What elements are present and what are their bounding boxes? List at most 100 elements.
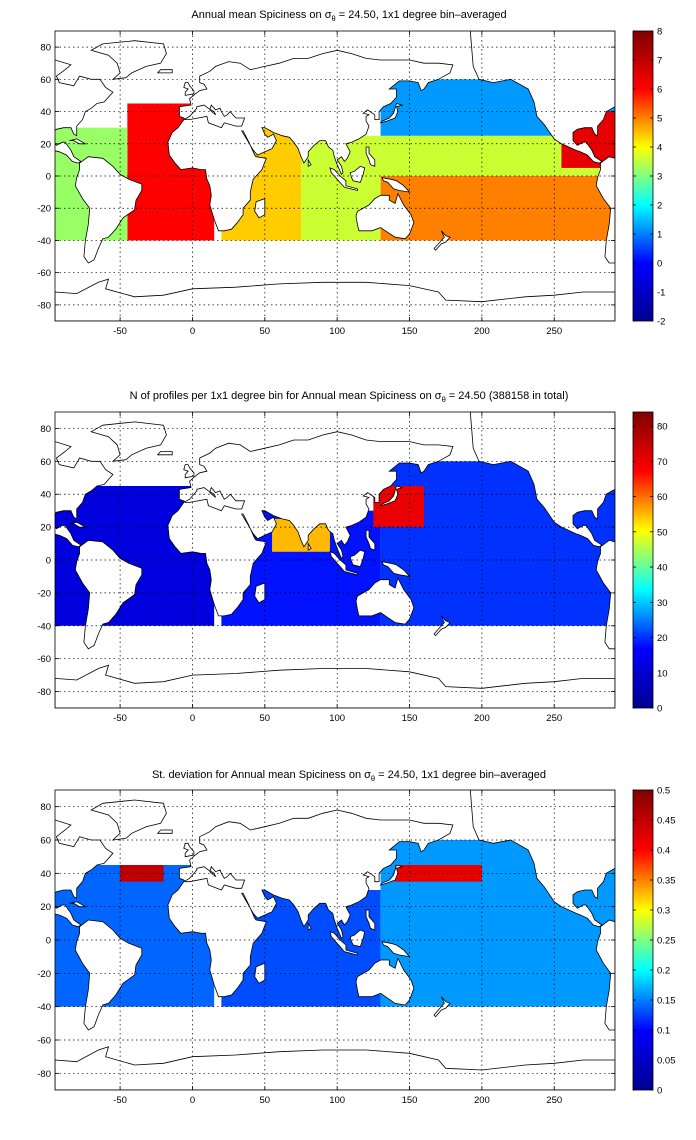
- landmass-antarctica: [55, 664, 615, 708]
- land-layer: [55, 412, 615, 708]
- x-tick-label: 0: [190, 326, 195, 337]
- y-tick-label: 60: [40, 836, 51, 847]
- colorbar-tick-label: 3: [657, 172, 662, 183]
- x-tick-label: 200: [474, 713, 490, 724]
- colorbar-gradient: [632, 411, 654, 709]
- landmass-sri-lanka: [307, 542, 312, 551]
- colorbar-tick-label: 0.3: [657, 906, 670, 917]
- landmass-south-america: [74, 919, 143, 1031]
- grid: [55, 412, 615, 708]
- colorbar: -2 -1 0 1 2 3 4 5 6 7 8: [632, 27, 665, 328]
- landmass-borneo: [349, 549, 366, 568]
- landmass-iceland: [156, 451, 173, 456]
- colorbar-tick-label: 0.45: [657, 816, 676, 827]
- landmass-sri-lanka: [307, 921, 312, 931]
- y-tick-label: 40: [40, 490, 51, 501]
- x-tick-label: -50: [113, 326, 127, 337]
- colorbar-tick-label: 0.15: [657, 996, 676, 1007]
- y-tick-label: -40: [37, 621, 51, 632]
- y-tick-label: 20: [40, 523, 51, 534]
- landmass-australia: [355, 577, 415, 625]
- colorbar-tick-label: 6: [657, 85, 662, 96]
- landmass-madagascar: [254, 198, 266, 219]
- landmass-borneo: [349, 929, 366, 948]
- y-tick-label: -20: [37, 969, 51, 980]
- landmass-australia: [355, 192, 415, 240]
- x-tick-label: 150: [402, 1095, 418, 1106]
- y-tick-label: 0: [46, 172, 51, 183]
- landmass-philippines: [365, 530, 376, 551]
- colorbar-tick-label: 0: [657, 1086, 662, 1097]
- colorbar-tick-label: 0.35: [657, 876, 676, 887]
- landmass-sumatra-java: [329, 551, 358, 576]
- landmass-madagascar: [254, 962, 266, 984]
- x-tick-label: 250: [546, 326, 562, 337]
- colorbar: 0 10 20 30 40 50 60 70 80: [632, 411, 668, 715]
- colorbar-tick-label: 0.4: [657, 846, 670, 857]
- landmass-north-america: [55, 819, 114, 928]
- colorbar-tick-label: -1: [657, 288, 665, 299]
- landmass-madagascar: [254, 582, 266, 604]
- landmass-africa-eurasia: [167, 49, 454, 232]
- x-tick-label: 0: [190, 1095, 195, 1106]
- landmass-north-america: [55, 441, 114, 548]
- landmass-iceland: [156, 69, 173, 74]
- x-tick-label: 250: [546, 1095, 562, 1106]
- x-tick-label: 50: [260, 326, 271, 337]
- x-tick-label: 200: [474, 326, 490, 337]
- y-tick-label: 80: [40, 424, 51, 435]
- y-tick-label: -60: [37, 268, 51, 279]
- colorbar-tick-label: 0: [657, 704, 662, 715]
- panel-title: St. deviation for Annual mean Spiciness …: [152, 769, 546, 783]
- x-tick-label: 50: [260, 713, 271, 724]
- x-tick-label: 50: [260, 1095, 271, 1106]
- landmass-philippines: [365, 146, 376, 167]
- y-tick-label: -80: [37, 1069, 51, 1080]
- y-tick-label: -20: [37, 588, 51, 599]
- y-tick-label: -80: [37, 687, 51, 698]
- y-tick-label: 40: [40, 869, 51, 880]
- colorbar-tick-label: 30: [657, 598, 668, 609]
- x-tick-label: -50: [113, 1095, 127, 1106]
- colorbar-tick-label: 0.5: [657, 786, 670, 797]
- landmass-japan: [379, 485, 404, 507]
- landmass-north-america-wrap: [469, 31, 615, 164]
- landmass-borneo: [349, 165, 366, 183]
- landmass-north-america-wrap: [469, 412, 615, 548]
- colorbar-tick-label: 60: [657, 492, 668, 503]
- y-tick-label: -60: [37, 1036, 51, 1047]
- y-tick-label: 0: [46, 936, 51, 947]
- panel-spiciness-mean: Annual mean Spiciness on σθ = 24.50, 1x1…: [37, 9, 665, 337]
- landmass-japan: [379, 864, 404, 886]
- panel-profile-count: N of profiles per 1x1 degree bin for Ann…: [37, 390, 668, 724]
- x-tick-label: 0: [190, 713, 195, 724]
- colorbar-tick-label: 40: [657, 563, 668, 574]
- landmass-south-america-wrap: [595, 156, 615, 264]
- x-tick-label: 200: [474, 1095, 490, 1106]
- land-layer: [55, 790, 615, 1090]
- landmass-africa-eurasia: [167, 431, 454, 617]
- landmass-antarctica: [55, 278, 615, 321]
- landmass-sumatra-java: [329, 167, 358, 192]
- landmass-south-america: [74, 156, 143, 264]
- landmass-new-guinea: [381, 561, 411, 577]
- landmass-greenland: [90, 421, 167, 462]
- y-tick-label: 40: [40, 107, 51, 118]
- colorbar-tick-label: 0: [657, 259, 662, 270]
- landmass-north-america-wrap: [469, 790, 615, 928]
- colorbar-tick-label: 0.1: [657, 1026, 670, 1037]
- land-layer: [55, 31, 615, 321]
- y-tick-label: 20: [40, 139, 51, 150]
- x-tick-label: 100: [329, 713, 345, 724]
- grid: [55, 790, 615, 1090]
- landmass-south-america-wrap: [595, 919, 615, 1031]
- field-cell: [373, 486, 424, 528]
- landmass-north-america: [55, 59, 114, 164]
- colorbar-tick-label: 50: [657, 527, 668, 538]
- colorbar-tick-label: 7: [657, 56, 662, 67]
- colorbar-tick-label: 0.2: [657, 966, 670, 977]
- colorbar-tick-label: 80: [657, 422, 668, 433]
- x-tick-label: 150: [402, 326, 418, 337]
- landmass-japan: [379, 103, 404, 124]
